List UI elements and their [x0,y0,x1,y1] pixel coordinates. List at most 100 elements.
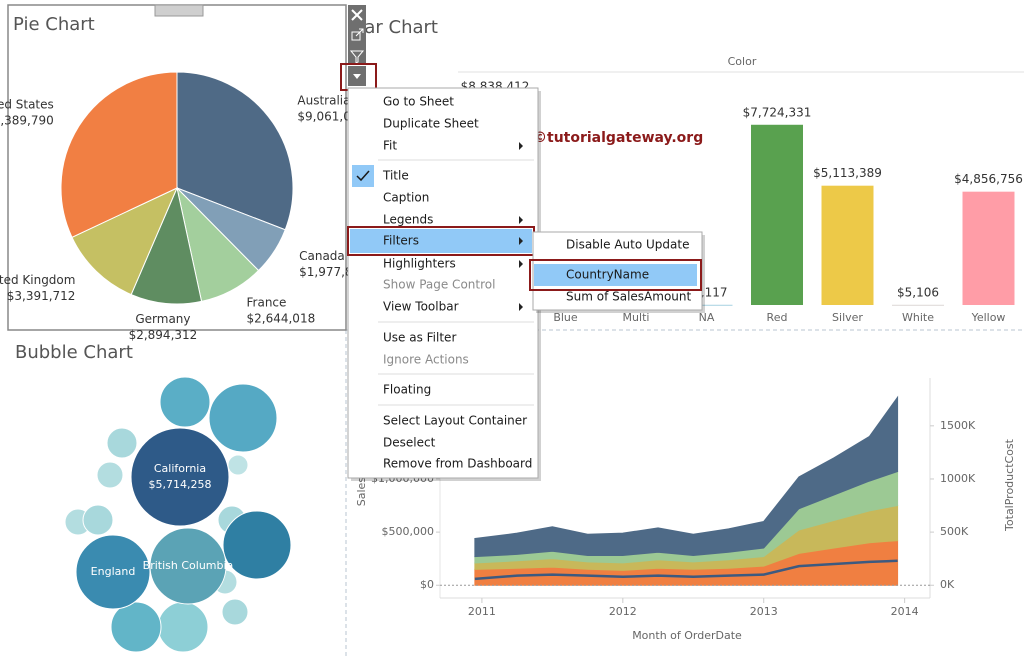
bubble-label: England [91,565,136,578]
bar-value-label: $5,106 [897,285,939,299]
menu-item[interactable]: Highlighters [383,257,456,271]
bar [821,185,874,305]
bar-value-label: $7,724,331 [743,105,812,119]
menu-item[interactable]: CountryName [566,268,649,282]
chart-title: Bubble Chart [15,342,133,363]
bubble [159,376,211,428]
y-tick-label: $500,000 [382,525,435,538]
menu-highlight [534,264,697,286]
menu-item: Ignore Actions [383,353,469,367]
export-icon[interactable] [351,28,364,41]
bubble-label: British Columbia [143,559,234,572]
drag-handle[interactable] [154,4,204,17]
slice-label: United Kingdom [0,273,75,287]
slice-label: Germany [135,312,190,326]
x-tick-label: Silver [832,311,863,324]
x-tick-label: White [902,311,934,324]
menu-item[interactable]: Duplicate Sheet [383,117,479,131]
bar-value-label: $5,113,389 [813,166,882,180]
toolbar [340,5,377,91]
y2-tick-label: 1500K [940,419,976,432]
submenu-arrow [519,237,523,245]
menu-item[interactable]: Filters [383,234,419,248]
menu-item[interactable]: Deselect [383,436,436,450]
bar [892,304,944,306]
menu-item[interactable]: Go to Sheet [383,95,454,109]
submenu-arrow [519,142,523,150]
x-tick-label: 2011 [468,605,496,618]
submenu-arrow [519,303,523,311]
line-series [474,559,898,581]
menu-item[interactable]: Floating [383,383,431,397]
slice-value-label: $2,894,312 [129,328,198,342]
bubble [222,510,292,580]
area-chart: SalesAmount TotalProductCost Month of Or… [355,378,1016,642]
y-tick-label: $0 [420,578,434,591]
bar [962,191,1015,305]
filter-icon[interactable] [349,50,365,64]
menu-item[interactable]: Remove from Dashboard [383,457,532,471]
menu-item[interactable]: Fit [383,139,397,153]
bubble-chart: Bubble Chart California $5,714,258 British… [15,342,292,653]
menu-item[interactable]: View Toolbar [383,300,459,314]
menu-item[interactable]: Sum of SalesAmount [566,290,691,304]
slice-label: United States [0,97,54,111]
watermark: ©tutorialgateway.org [533,130,703,146]
chart-title: Bar Chart [352,17,438,38]
slice-value-label: $2,644,018 [247,312,316,326]
bubble [96,461,124,489]
bar [680,304,733,306]
bubble [130,427,230,527]
menu-item[interactable]: Legends [383,213,433,227]
x-tick-label: 2012 [609,605,637,618]
bubble [157,601,209,653]
bubble [149,527,227,605]
bubble [106,427,138,459]
slice-value-label: $9,389,790 [0,113,54,127]
menu-highlight [350,229,532,253]
x-tick-label: Yellow [971,311,1006,324]
check-mark [356,170,370,182]
menu-item: Show Page Control [383,278,495,292]
area-series [474,395,899,558]
bubble [208,383,278,453]
bubble [221,598,249,626]
axis-header: Color [728,55,757,68]
slice-label: Canada [299,249,345,263]
y2-tick-label: 500K [940,525,969,538]
x-tick-label: 2014 [891,605,919,618]
x-tick-label: Blue [553,311,578,324]
x-tick-label: NA [699,311,715,324]
x-axis-title: Month of OrderDate [632,629,742,642]
bar [751,124,803,305]
pie-slice [130,186,203,305]
check-box [352,165,374,187]
pie-chart: Pie Chart Australia$9,061,001Canada$1,97… [0,4,368,342]
submenu-arrow [519,260,523,268]
close-icon[interactable] [351,9,363,21]
menu-item[interactable]: Select Layout Container [383,414,527,428]
pie-slice [60,71,178,238]
y2-tick-label: 1000K [940,472,976,485]
slice-label: France [247,296,287,310]
submenu: Disable Auto Update CountryName Sum of Sal… [529,231,705,313]
dropdown-arrow [353,74,361,79]
menu-item[interactable]: Title [382,169,409,183]
y2-axis-title: TotalProductCost [1003,438,1016,532]
menu-highlight-border [529,259,702,291]
chart-title: Pie Chart [13,14,95,35]
slice-value-label: $3,391,712 [7,289,76,303]
x-tick-label: 2013 [750,605,778,618]
bar-value-label: $4,856,756 [954,172,1023,186]
y2-tick-label: 0K [940,578,955,591]
slice-label: Australia [297,93,350,107]
bubble [227,454,249,476]
pie-slice [176,71,294,231]
bubble-label: California [154,462,206,475]
x-tick-label: Red [767,311,788,324]
menu-panel [347,87,539,479]
menu-item[interactable]: Use as Filter [383,331,456,345]
menu-item[interactable]: Caption [383,191,429,205]
menu-item[interactable]: Disable Auto Update [566,238,689,252]
